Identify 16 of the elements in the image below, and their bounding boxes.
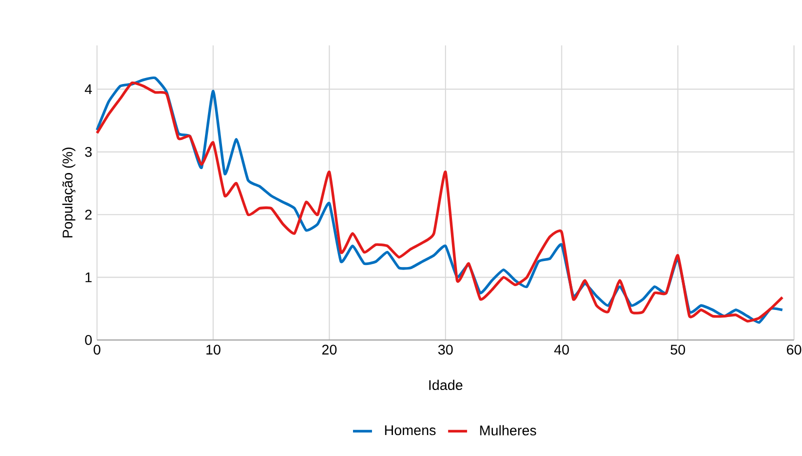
x-tick-label: 10 (206, 344, 220, 355)
y-tick-label: 2 (85, 210, 92, 220)
x-tick-label: 30 (438, 344, 453, 355)
legend-label: Homens (385, 425, 436, 436)
y-axis-title: População (%) (62, 148, 76, 238)
y-tick-label: 4 (84, 84, 92, 94)
x-axis-title: Idade (429, 380, 462, 390)
x-tick-label: 60 (786, 344, 802, 355)
y-tick-label: 3 (85, 146, 92, 157)
y-tick-label: 1 (86, 272, 92, 282)
x-tick-label: 20 (322, 344, 337, 355)
y-tick-label: 0 (85, 335, 92, 345)
x-tick-label: 50 (670, 344, 686, 355)
x-tick-label: 0 (94, 344, 100, 355)
x-tick-label: 40 (554, 344, 569, 355)
legend-label: Mulheres (480, 425, 536, 436)
